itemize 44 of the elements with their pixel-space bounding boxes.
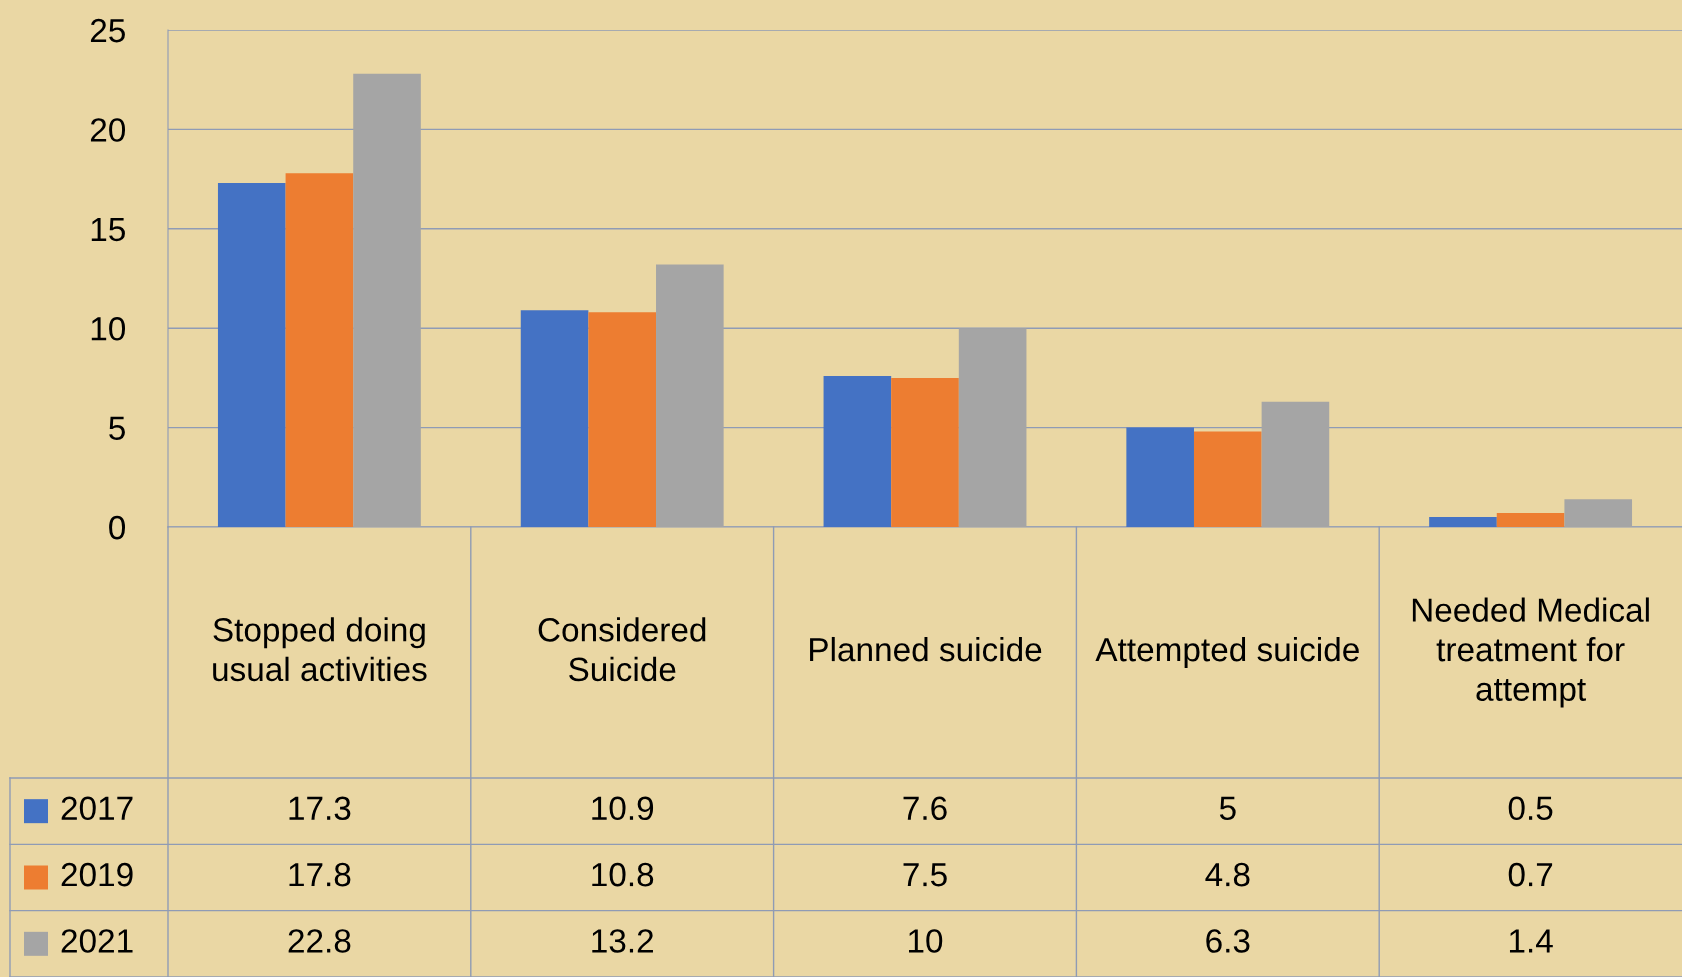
data-label: 13.2 [592, 929, 653, 953]
data-label: 4.8 [1205, 862, 1250, 887]
data-label: 1.4 [1509, 929, 1553, 953]
bar [353, 73, 421, 527]
y-tick-label: 20 [90, 118, 126, 142]
bar [217, 183, 286, 527]
y-tick-label: 25 [90, 18, 125, 43]
x-tick-label: Planned suicide [810, 636, 1042, 662]
x-tick-label: Stopped doing usual activities [213, 617, 427, 682]
bar [520, 310, 589, 527]
data-label: 10.8 [592, 862, 654, 887]
legend-label: 2017 [61, 796, 133, 821]
x-tick-label: Attempted suicide [1095, 636, 1359, 669]
bar [285, 173, 354, 527]
data-label: 7.5 [903, 863, 947, 887]
data-label: 17.8 [289, 862, 351, 887]
legend-label: 2021 [61, 929, 133, 953]
bar [1261, 401, 1330, 527]
data-label: 6.3 [1206, 929, 1250, 953]
data-label: 22.8 [288, 929, 351, 953]
bar [1496, 513, 1565, 527]
data-label: 5 [1219, 796, 1236, 821]
bar [823, 375, 892, 527]
bar [588, 312, 657, 527]
y-tick-label: 0 [109, 515, 126, 540]
y-tick-label: 10 [91, 317, 126, 341]
data-label: 7.6 [903, 796, 947, 821]
x-tick-label: Needed Medical treatment for attempt [1412, 597, 1649, 708]
y-tick-label: 15 [91, 217, 125, 242]
bar [891, 377, 959, 527]
legend-label: 2019 [61, 862, 133, 887]
data-label: 10.9 [592, 796, 654, 821]
data-label: 17.3 [289, 796, 351, 821]
y-tick-label: 5 [109, 416, 125, 441]
x-tick-label: Considered Suicide [538, 617, 706, 682]
bar [1193, 431, 1262, 527]
data-label: 0.5 [1508, 796, 1553, 821]
data-label: 0.7 [1508, 862, 1553, 887]
bar [1429, 517, 1497, 527]
bar [656, 264, 724, 527]
bar [1564, 499, 1633, 527]
bar [1126, 427, 1194, 527]
bar [958, 328, 1027, 527]
data-label: 10 [909, 929, 943, 953]
